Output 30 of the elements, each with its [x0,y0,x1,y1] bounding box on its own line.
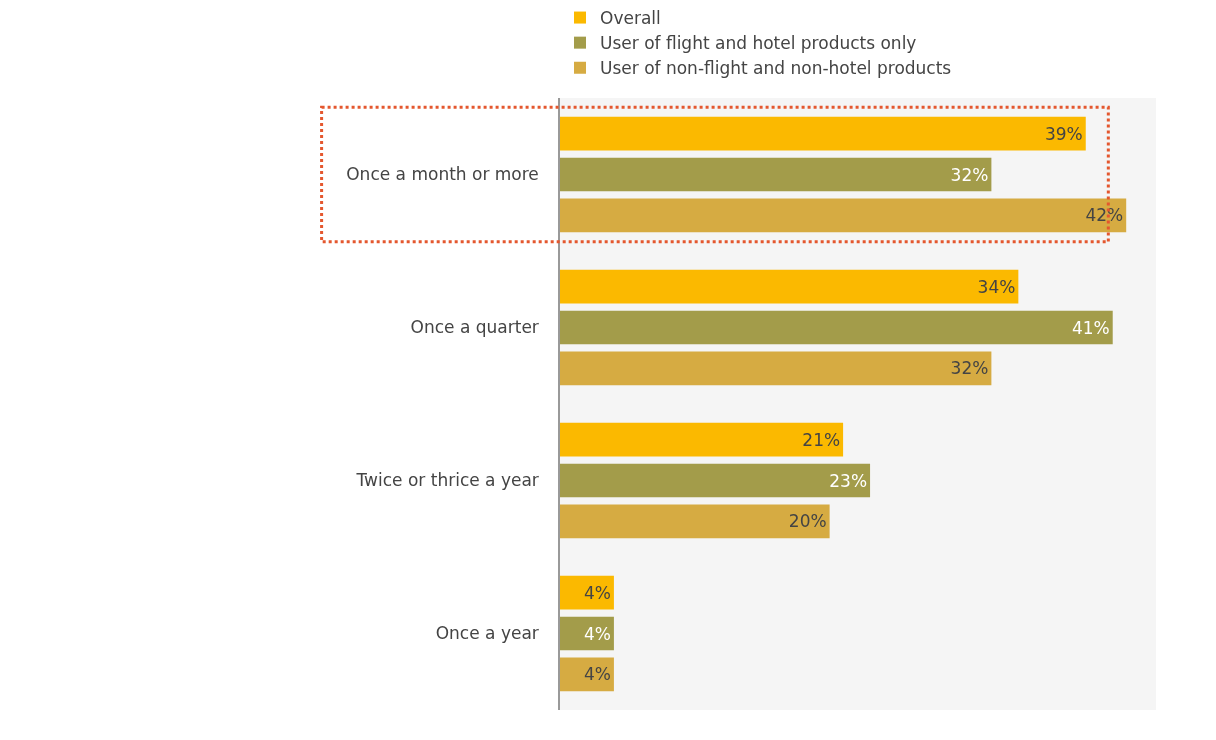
data-label: 23% [829,470,868,491]
bar [560,116,1086,151]
bar [560,422,844,457]
legend-label: User of non-flight and non-hotel products [600,58,952,79]
y-tick-label: Once a month or more [346,164,539,185]
data-label: 4% [583,623,611,644]
bar [560,657,614,692]
data-label: 4% [583,664,611,685]
bar [560,575,614,610]
data-label: 34% [977,276,1016,297]
y-tick-label: Twice or thrice a year [355,470,539,491]
data-label: 42% [1085,205,1124,226]
data-label: 39% [1044,123,1083,144]
bar [560,504,830,539]
y-tick-label: Once a year [435,623,539,644]
bar [560,157,992,192]
data-label: 20% [788,511,827,532]
data-label: 4% [583,582,611,603]
bar [560,310,1113,345]
data-label: 21% [802,429,841,450]
y-tick-label: Once a quarter [410,317,539,338]
bar [560,269,1019,304]
bar [560,351,992,386]
bar [560,463,871,498]
legend-label: User of flight and hotel products only [600,33,917,54]
data-label: 41% [1071,317,1110,338]
data-label: 32% [950,164,989,185]
data-label: 32% [950,358,989,379]
bar [560,198,1127,233]
legend-label: Overall [600,8,661,29]
